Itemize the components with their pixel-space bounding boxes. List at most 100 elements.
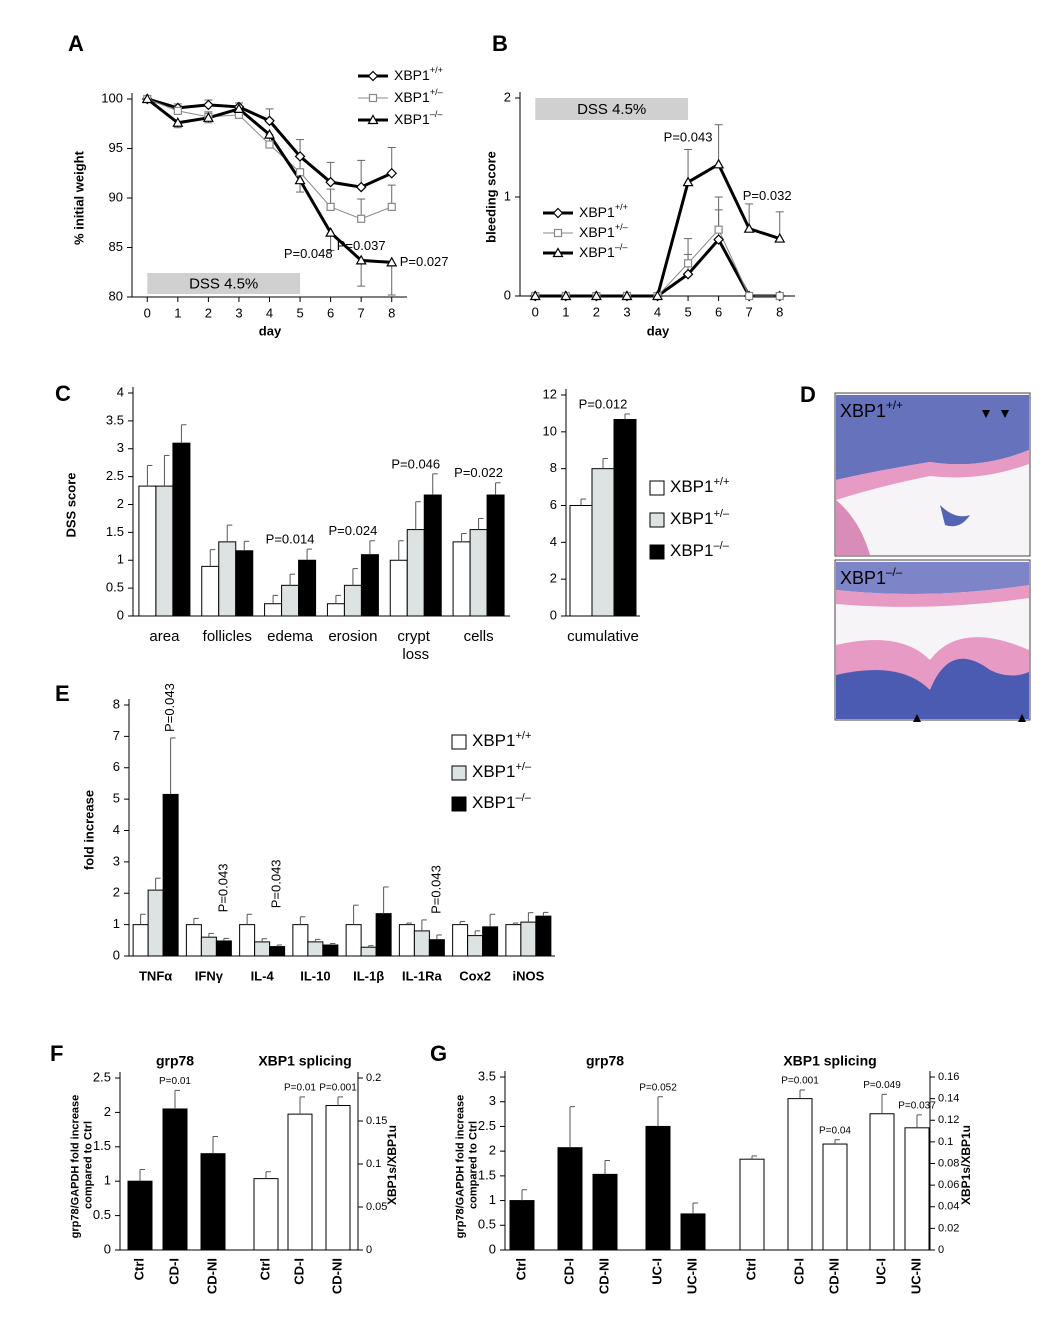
x-tick-label: 1 <box>562 304 569 319</box>
y2-tick-label: 0.1 <box>366 1158 381 1170</box>
text-part: XBP1 <box>670 509 713 528</box>
x-tick-label: iNOS <box>512 968 544 983</box>
text-part: +/– <box>515 761 532 773</box>
x-tick-label: 0 <box>532 304 539 319</box>
y2-tick-label: 0.14 <box>938 1093 959 1105</box>
series-line <box>535 236 780 298</box>
group-title: XBP1 splicing <box>258 1053 351 1069</box>
marker <box>713 158 725 169</box>
marker <box>713 234 724 245</box>
x-tick-label: CD-NI <box>329 1258 344 1294</box>
x-tick-label: 0 <box>144 305 151 320</box>
y2-tick-label: 0.15 <box>366 1115 387 1127</box>
bar <box>200 1153 226 1251</box>
x-tick-label: 5 <box>684 304 691 319</box>
bar <box>345 924 362 957</box>
x-tick-label: CD-I <box>791 1258 806 1285</box>
text-part: XBP1 <box>840 568 886 588</box>
bar <box>569 505 593 617</box>
x-tick-label: IL-10 <box>300 968 330 983</box>
bar <box>469 529 488 617</box>
text-part: –/– <box>615 242 629 252</box>
treatment-bar <box>147 273 301 294</box>
bar <box>254 941 271 957</box>
muscle-layer <box>836 450 1029 500</box>
x-tick-label: follicles <box>203 628 252 645</box>
bar <box>147 889 164 957</box>
bar <box>787 1098 813 1251</box>
marker <box>202 112 214 122</box>
bar <box>486 494 505 617</box>
bar <box>172 442 191 617</box>
bar <box>739 1158 765 1251</box>
bar <box>200 936 217 957</box>
legend-label: XBP1–/– <box>394 109 443 126</box>
panel-letter: F <box>50 1041 63 1066</box>
marker <box>294 151 306 162</box>
bar <box>292 924 309 957</box>
annotation: P=0.01 <box>159 1076 191 1087</box>
marker <box>173 106 182 115</box>
marker <box>325 176 336 188</box>
marker <box>355 181 367 193</box>
bar <box>557 1147 583 1251</box>
marker <box>386 167 398 179</box>
panel-letter: A <box>68 31 84 56</box>
bar <box>613 418 637 617</box>
y-tick-label: 80 <box>109 288 123 303</box>
y-tick-label: 0 <box>113 947 120 962</box>
bar <box>423 494 442 617</box>
y-tick-label: 0 <box>489 1241 496 1256</box>
x-axis-label: day <box>259 323 282 338</box>
group-title: grp78 <box>586 1053 624 1069</box>
annotation: P=0.024 <box>329 523 378 538</box>
legend-marker <box>367 114 379 125</box>
y-tick-label: 10 <box>543 423 557 438</box>
x-tick-label: 5 <box>296 305 303 320</box>
x-tick-label: 6 <box>715 304 722 319</box>
text-part: –/– <box>515 792 531 804</box>
text-part: +/+ <box>515 730 531 742</box>
arrow <box>982 410 1009 418</box>
bar <box>127 1180 153 1251</box>
legend-label: XBP1+/+ <box>670 476 729 497</box>
y2-tick-label: 0.2 <box>366 1072 381 1084</box>
y-tick-label: 3 <box>117 440 124 455</box>
bar <box>645 1125 671 1251</box>
bar <box>413 930 430 957</box>
x-tick-label: CD-I <box>291 1258 306 1285</box>
y-tick-label: 4 <box>113 822 120 837</box>
text-part: –/– <box>430 109 444 119</box>
text-part: crypt <box>397 628 434 645</box>
y-tick-label: 1 <box>489 1192 496 1207</box>
bar <box>452 541 471 617</box>
marker <box>774 232 786 243</box>
legend-swatch <box>451 734 467 750</box>
x-tick-label: Ctrl <box>743 1258 758 1280</box>
marker <box>529 290 541 301</box>
y2-tick-label: 0.12 <box>938 1114 959 1126</box>
text-part: +/+ <box>430 65 443 75</box>
mucosa <box>836 658 1029 719</box>
bar <box>680 1213 706 1251</box>
annotation: P=0.001 <box>781 1076 819 1087</box>
legend-label: XBP1+/– <box>670 508 730 529</box>
x-tick-label: CD-I <box>561 1258 576 1285</box>
x-tick-label: area <box>149 628 180 645</box>
legend-marker <box>552 247 564 258</box>
legend-swatch <box>451 796 467 812</box>
bar <box>201 565 220 617</box>
y-tick-label: 1.5 <box>93 1138 111 1153</box>
text-part: grp78/GAPDH fold increase <box>69 1092 81 1239</box>
annotation: P=0.037 <box>337 238 386 253</box>
bar <box>264 603 283 617</box>
bar <box>389 559 408 617</box>
x-tick-label: 8 <box>388 305 395 320</box>
marker <box>141 93 153 104</box>
marker <box>355 254 367 265</box>
bar <box>218 541 237 617</box>
text-part: XBP1 <box>840 401 886 421</box>
mucosa <box>836 562 1029 594</box>
marker <box>683 259 693 268</box>
legend-swatch <box>451 765 467 781</box>
